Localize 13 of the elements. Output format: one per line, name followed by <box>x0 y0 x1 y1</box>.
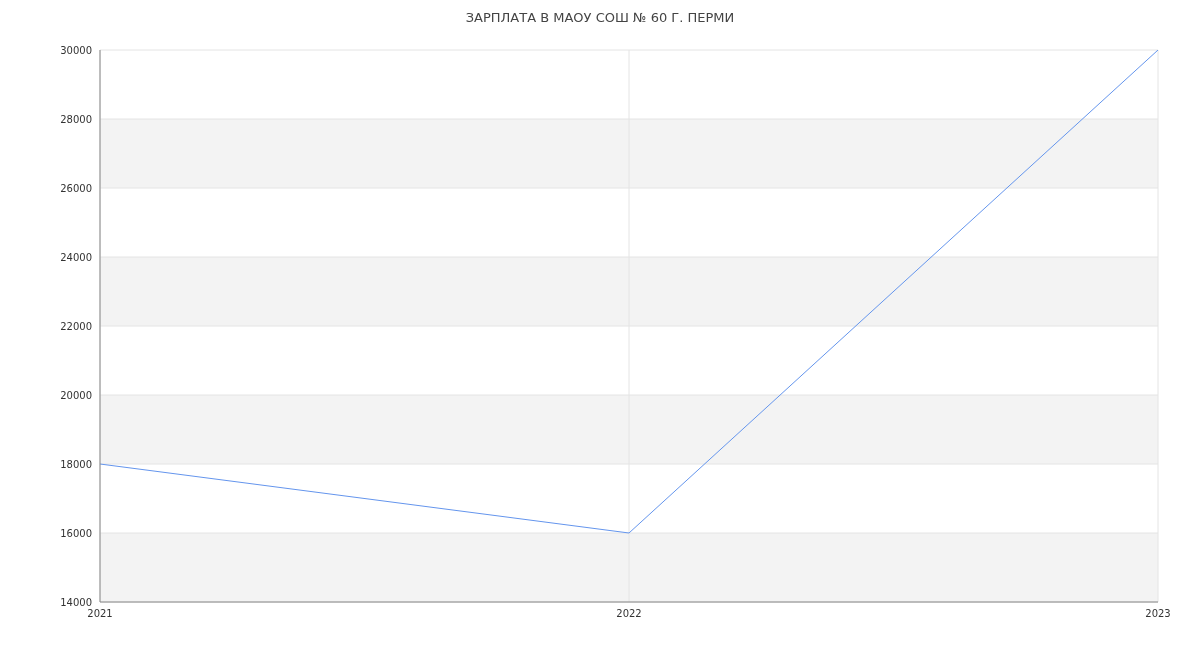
y-tick-label: 20000 <box>60 389 92 401</box>
y-tick-label: 28000 <box>60 113 92 125</box>
x-tick-label: 2021 <box>87 608 113 620</box>
y-tick-label: 18000 <box>60 458 92 470</box>
x-tick-label: 2023 <box>1145 608 1171 620</box>
y-tick-label: 22000 <box>60 320 92 332</box>
chart-title: ЗАРПЛАТА В МАОУ СОШ № 60 Г. ПЕРМИ <box>464 9 736 27</box>
x-tick-label: 2022 <box>616 608 642 620</box>
y-tick-label: 24000 <box>60 251 92 263</box>
y-tick-label: 16000 <box>60 527 92 539</box>
y-tick-label: 30000 <box>60 44 92 56</box>
y-tick-label: 26000 <box>60 182 92 194</box>
y-tick-label: 14000 <box>60 596 92 608</box>
